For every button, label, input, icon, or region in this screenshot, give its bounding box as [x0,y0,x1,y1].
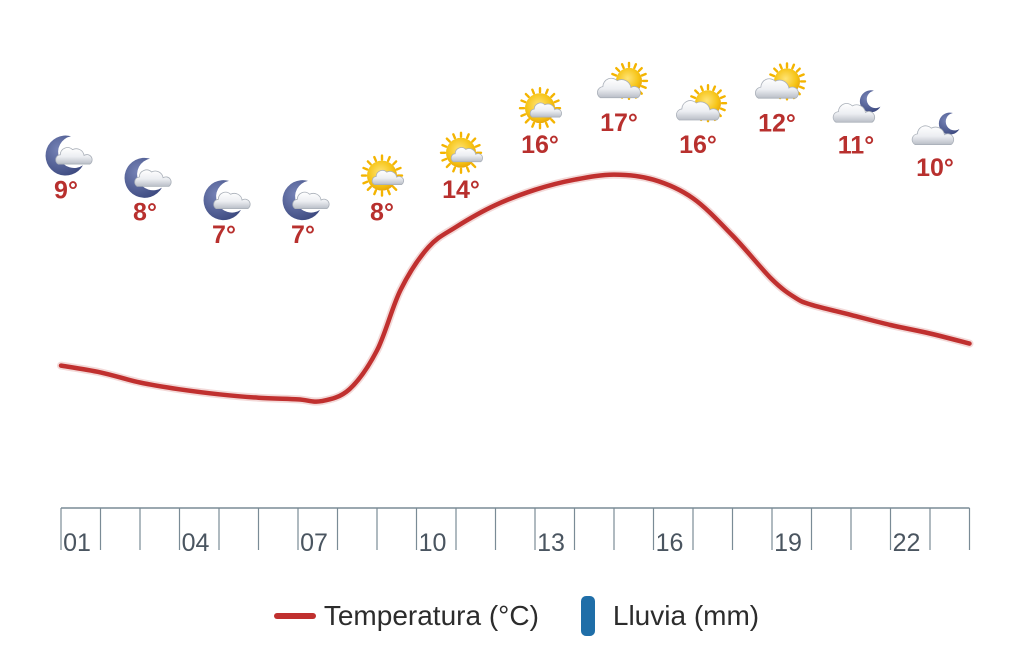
temperature-label: 16° [521,131,559,159]
temperature-label: 8° [370,199,394,227]
cloud-moon-icon [832,90,881,123]
sun-cloud-icon [360,154,404,197]
moon-cloud-icon [124,157,172,198]
legend-item-temperature[interactable]: Temperatura (°C) [273,600,539,632]
legend-label-temperature: Temperatura (°C) [323,600,539,631]
temperature-label: 8° [133,199,157,227]
temperature-label: 9° [54,176,78,204]
forecast-point: 16° [676,83,728,159]
forecast-point: 9° [45,135,93,204]
temperature-label: 12° [758,109,796,137]
x-tick-label: 01 [63,529,91,557]
moon-cloud-icon [282,180,330,221]
forecast-point: 17° [597,61,649,137]
x-tick-label: 16 [656,529,684,557]
forecast-point: 8° [124,157,172,227]
x-axis: 01 04 07 10 13 16 19 22 [60,507,971,557]
cloud-sun-icon [676,83,728,123]
forecast-point: 7° [203,180,251,249]
forecast-point: 11° [832,90,881,160]
temperature-line-halo [57,170,974,406]
x-tick-label: 04 [182,529,210,557]
sun-cloud-icon [518,86,562,130]
legend: Temperatura (°C) Lluvia (mm) [0,590,1033,642]
forecast-point: 10° [911,112,960,182]
temperature-label: 11° [838,132,874,160]
x-tick-label: 10 [419,529,447,557]
forecast-point: 14° [439,131,483,204]
x-tick-label: 13 [537,529,565,557]
temperature-label: 16° [679,131,717,159]
forecast-points: 9° 8° 7° 7° 8° 14° 16° 17° 16° 12° 11° 10° [45,61,960,249]
cloud-sun-icon [597,61,649,101]
sun-cloud-icon [439,131,483,175]
temperature-series [57,170,974,406]
temperature-label: 17° [600,109,638,137]
x-tick-label: 19 [774,529,802,557]
temperature-label: 7° [291,221,315,249]
legend-item-rain[interactable]: Lluvia (mm) [580,596,760,636]
forecast-point: 8° [360,154,404,227]
moon-cloud-icon [203,180,251,221]
legend-swatch-rain [580,596,595,636]
x-tick-label: 22 [893,529,921,557]
temperature-chart: 01 04 07 10 13 16 19 22 9° 8° 7° 7° 8° 14° 16° 17° 16° 1… [45,61,974,557]
forecast-point: 12° [755,62,807,137]
moon-cloud-icon [45,135,93,176]
temperature-label: 14° [442,176,480,204]
cloud-sun-icon [755,62,807,101]
cloud-moon-icon [911,112,960,145]
temperature-label: 7° [212,221,236,249]
forecast-point: 16° [518,86,562,159]
temperature-label: 10° [916,154,954,182]
x-tick-label: 07 [300,529,328,557]
temperature-line [58,172,972,404]
legend-swatch-temperature [273,613,316,619]
forecast-point: 7° [282,180,330,249]
legend-label-rain: Lluvia (mm) [612,600,760,631]
